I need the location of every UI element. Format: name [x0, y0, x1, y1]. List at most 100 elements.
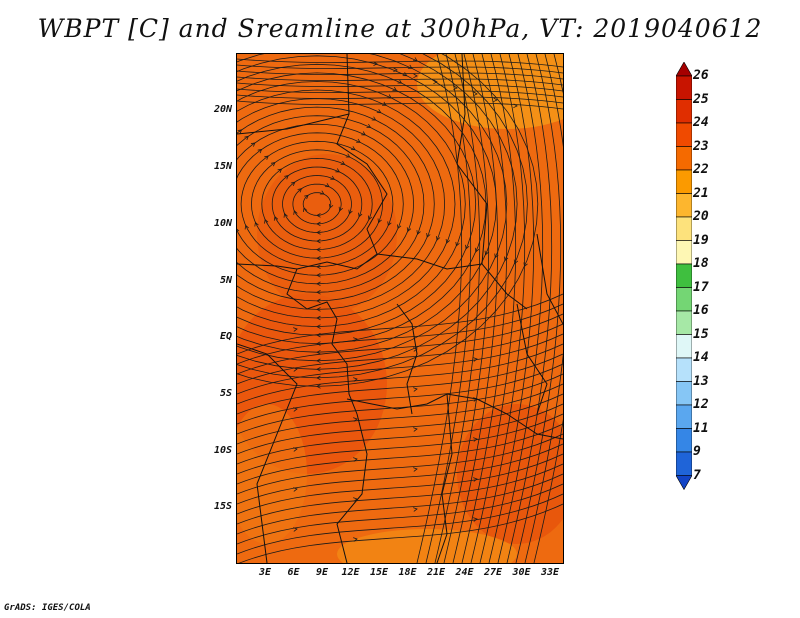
streamline-arrow: [277, 168, 283, 173]
country-border: [286, 268, 358, 415]
colorbar-label: 16: [693, 303, 709, 318]
colorbar-label: 21: [693, 185, 709, 201]
streamline-arrow: [350, 146, 356, 151]
streamline-arrow: [406, 227, 412, 233]
streamline: [237, 443, 563, 505]
lon-label: 6E: [287, 567, 300, 578]
country-border: [376, 253, 483, 270]
streamline-arrow: [445, 238, 450, 244]
streamline-arrow: [436, 236, 441, 241]
streamline-arrow: [244, 224, 249, 230]
streamline-arrow: [455, 241, 460, 247]
colorbar-label: 18: [693, 256, 709, 271]
map-title: WBPT [C] and Sreamline at 300hPa, VT: 20…: [37, 14, 763, 43]
streamline-arrow: [316, 358, 321, 364]
streamline-arrow: [465, 244, 470, 250]
country-border: [516, 303, 548, 415]
streamline: [479, 54, 526, 563]
streamline-arrow: [353, 457, 358, 462]
colorbar-label: 14: [693, 350, 709, 365]
streamline: [506, 54, 553, 563]
streamline-arrow: [316, 324, 321, 329]
streamline-arrow: [316, 213, 321, 218]
streamline-arrow: [393, 67, 398, 73]
streamline-arrow: [413, 387, 418, 392]
colorbar-segment: [676, 193, 692, 218]
streamline-arrow: [473, 477, 478, 482]
streamline-arrow: [484, 250, 489, 256]
streamline-arrow: [254, 221, 259, 227]
country-border: [237, 113, 350, 135]
streamline-arrow: [329, 203, 334, 209]
streamline: [237, 58, 563, 68]
colorbar-segment: [676, 169, 692, 194]
streamline-arrow: [316, 230, 321, 235]
colorbar-segment: [676, 62, 692, 77]
streamline: [237, 493, 563, 555]
streamline-arrow: [366, 123, 372, 128]
streamline-arrow: [397, 79, 403, 84]
streamline-arrow: [293, 327, 298, 332]
streamline-arrow: [319, 190, 325, 195]
streamline-arrow: [264, 218, 269, 224]
country-border: [456, 54, 528, 310]
streamline-arrow: [297, 188, 303, 193]
streamline-arrow: [392, 86, 398, 91]
map-panel[interactable]: [236, 53, 564, 564]
country-border: [296, 54, 388, 270]
lon-label: 24E: [455, 567, 474, 578]
streamline-arrow: [316, 290, 321, 295]
streamline: [237, 313, 563, 375]
streamline-arrow: [397, 224, 402, 230]
streamline-arrow: [316, 255, 321, 261]
streamline-arrow: [293, 447, 298, 452]
streamline-arrow: [504, 256, 509, 262]
streamline-arrow: [453, 85, 458, 91]
streamline-arrow: [416, 230, 421, 235]
streamline: [237, 423, 563, 485]
streamline-arrow: [413, 347, 418, 352]
streamline-arrow: [353, 417, 358, 422]
colorbar-label: 7: [693, 467, 701, 483]
streamline-arrow: [316, 281, 321, 287]
colorbar-label: 25: [693, 91, 709, 107]
streamline-arrow: [377, 218, 382, 224]
colorbar-segment: [676, 428, 692, 453]
colorbar-label: 17: [693, 279, 709, 295]
streamline-arrow: [353, 537, 358, 542]
streamline-arrow: [513, 259, 519, 265]
colorbar-segment: [676, 287, 692, 312]
colorbar-segment: [676, 357, 692, 382]
streamline: [452, 54, 499, 563]
country-border: [237, 263, 298, 270]
streamline: [461, 54, 508, 563]
lon-label: 33E: [540, 567, 560, 578]
streamline: [237, 88, 563, 98]
colorbar-segment: [676, 240, 692, 265]
streamline: [470, 54, 517, 563]
streamline: [237, 473, 563, 535]
colorbar-label: 22: [693, 162, 709, 177]
lat-label: 15S: [213, 501, 232, 512]
streamline-arrow: [353, 497, 358, 502]
streamline-arrow: [316, 238, 321, 244]
streamline-arrow: [381, 101, 387, 106]
streamline-arrow: [244, 135, 249, 141]
colorbar-label: 24: [693, 115, 709, 130]
streamline-arrow: [345, 153, 351, 158]
country-border: [476, 398, 563, 440]
streamline-arrow: [358, 212, 363, 218]
colorbar-segment: [676, 475, 692, 491]
country-border: [396, 303, 418, 415]
streamline: [237, 323, 563, 385]
streamline: [237, 393, 563, 455]
streamline-arrow: [270, 161, 276, 167]
streamline-arrow: [330, 175, 336, 180]
colorbar-label: 19: [693, 232, 709, 248]
streamline-arrow: [413, 57, 418, 62]
streamline-arrow: [290, 181, 296, 187]
lon-label: 21E: [426, 567, 446, 578]
streamline-arrow: [284, 175, 289, 180]
color-scale-bar: [676, 62, 692, 491]
streamline-arrow: [348, 209, 353, 215]
